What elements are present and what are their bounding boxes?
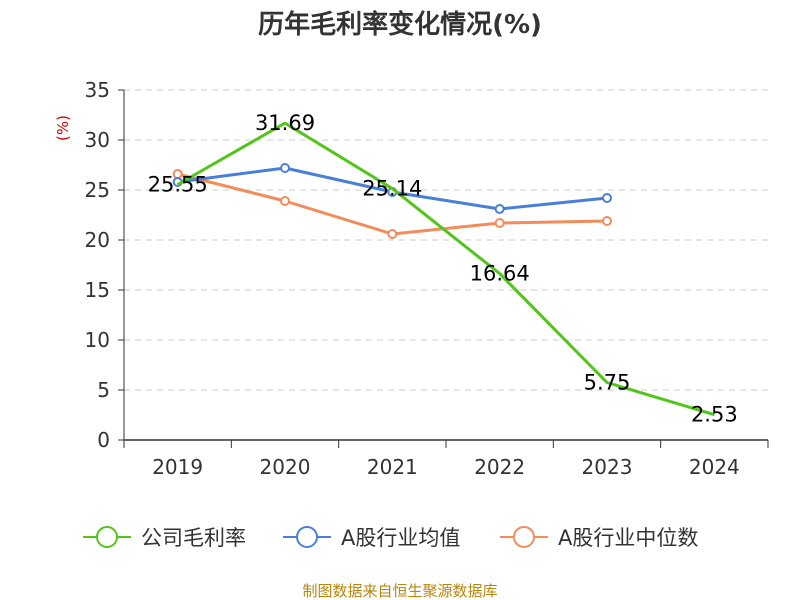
legend-swatch-marker bbox=[513, 526, 535, 548]
y-tick-label: 30 bbox=[85, 128, 110, 152]
data-label: 25.55 bbox=[148, 173, 208, 197]
x-tick-label: 2023 bbox=[582, 455, 633, 479]
y-tick-label: 15 bbox=[85, 278, 110, 302]
data-labels: 25.55 31.69 25.14 16.64 5.75 2.53 bbox=[148, 111, 738, 427]
data-label: 16.64 bbox=[470, 262, 530, 286]
legend-swatch-marker bbox=[296, 526, 318, 548]
data-label: 2.53 bbox=[691, 403, 738, 427]
y-tick-label: 25 bbox=[85, 178, 110, 202]
x-tick-label: 2019 bbox=[152, 455, 203, 479]
data-label: 5.75 bbox=[584, 371, 631, 395]
legend-item-0[interactable]: 公司毛利率 bbox=[83, 526, 246, 550]
x-tick-label: 2021 bbox=[367, 455, 418, 479]
y-axis-unit: (%) bbox=[54, 115, 72, 141]
data-label: 25.14 bbox=[362, 177, 422, 201]
series-line bbox=[176, 121, 715, 417]
y-tick-label: 5 bbox=[97, 378, 110, 402]
data-point[interactable] bbox=[280, 163, 290, 173]
x-tick-label: 2022 bbox=[474, 455, 525, 479]
data-point[interactable] bbox=[602, 216, 612, 226]
chart-title: 历年毛利率变化情况(%) bbox=[258, 9, 542, 40]
series-2 bbox=[172, 169, 612, 239]
y-tick-label: 10 bbox=[85, 328, 110, 352]
legend-label: 公司毛利率 bbox=[141, 526, 246, 550]
legend-item-2[interactable]: A股行业中位数 bbox=[500, 526, 698, 550]
legend-item-1[interactable]: A股行业均值 bbox=[283, 526, 460, 550]
legend-swatch-marker bbox=[96, 526, 118, 548]
data-label: 31.69 bbox=[255, 111, 315, 135]
x-tick-label: 2020 bbox=[260, 455, 311, 479]
series-group bbox=[172, 121, 715, 417]
data-point[interactable] bbox=[494, 218, 505, 228]
axes: 0 5 10 15 20 25 30 35 2019 2020 2021 2022 2023 2024 bbox=[85, 78, 769, 479]
legend-label: A股行业中位数 bbox=[558, 526, 698, 550]
series-0 bbox=[176, 121, 715, 417]
grid-lines bbox=[124, 89, 768, 391]
legend-label: A股行业均值 bbox=[341, 526, 460, 550]
y-tick-label: 0 bbox=[97, 428, 110, 452]
data-point[interactable] bbox=[387, 229, 398, 239]
y-tick-label: 35 bbox=[85, 78, 110, 102]
data-point[interactable] bbox=[602, 193, 612, 203]
data-point[interactable] bbox=[494, 204, 505, 214]
legend[interactable]: 公司毛利率 A股行业均值 A股行业中位数 bbox=[83, 526, 698, 550]
y-tick-label: 20 bbox=[85, 228, 110, 252]
data-point[interactable] bbox=[280, 196, 290, 206]
x-tick-label: 2024 bbox=[689, 455, 740, 479]
source-note: 制图数据来自恒生聚源数据库 bbox=[302, 582, 497, 600]
